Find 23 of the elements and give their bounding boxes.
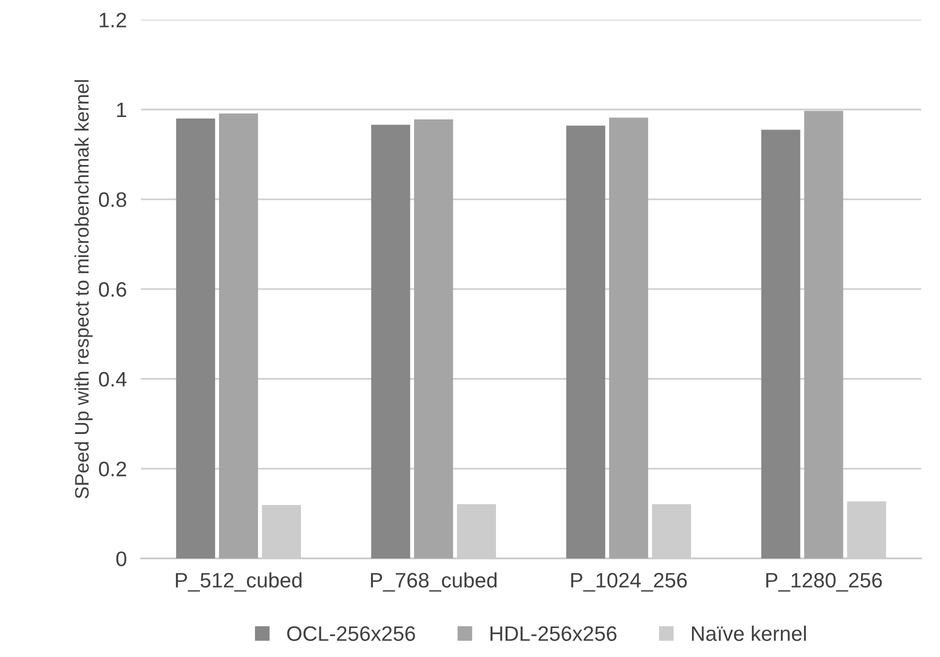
y-tick-label: 1.2: [100, 12, 126, 28]
legend-label: HDL-256x256: [490, 626, 616, 641]
x-tick-label: P_1280_256: [766, 572, 882, 592]
x-tick-label: P_1024_256: [571, 572, 687, 592]
x-tick-label: P_768_cubed: [370, 572, 497, 592]
y-tick-label: 0: [116, 551, 126, 566]
y-tick-label: 0.4: [98, 372, 127, 387]
bar: [176, 118, 216, 558]
bar: [761, 130, 800, 558]
y-tick-label: 1: [117, 102, 126, 118]
y-axis-title: SPeed Up with respect to microbenchmak kernel: [74, 80, 93, 498]
bar: [804, 110, 844, 558]
y-tick-label: 0.6: [98, 282, 126, 297]
bar: [414, 119, 454, 558]
y-tick-label: 0.2: [98, 462, 126, 476]
legend-label: OCL-256x256: [287, 626, 416, 641]
bar: [566, 126, 606, 558]
x-tick-label: P_512_cubed: [176, 572, 302, 592]
bar: [371, 124, 410, 558]
y-tick-label: 0.8: [98, 192, 126, 208]
bar: [219, 114, 258, 558]
legend-label: Naïve kernel: [692, 626, 806, 641]
bar: [609, 118, 648, 558]
